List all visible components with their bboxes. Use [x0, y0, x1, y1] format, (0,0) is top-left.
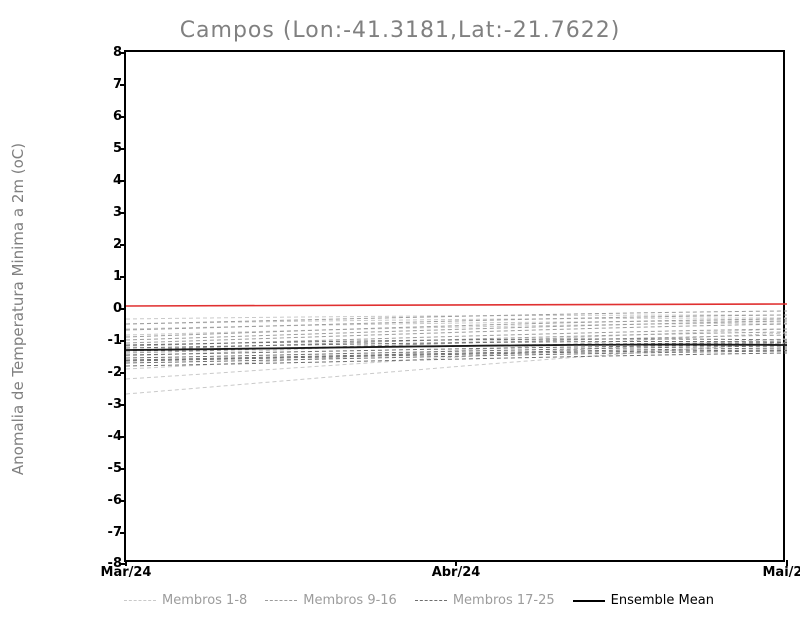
y-tick-label-7: 7	[100, 77, 122, 92]
y-tick-label-neg2: -2	[100, 365, 122, 380]
y-tick-label-neg3: -3	[100, 397, 122, 412]
x-tick-label-abr: Abr/24	[432, 565, 481, 580]
legend-item-membros-17-25: Membros 17-25	[415, 593, 555, 608]
legend-swatch-ensemble-mean	[573, 600, 605, 602]
legend-item-membros-1-8: Membros 1-8	[124, 593, 247, 608]
legend-label-ensemble-mean: Ensemble Mean	[611, 593, 714, 608]
legend-label-membros-1-8: Membros 1-8	[162, 593, 247, 608]
ensemble-lines-chart	[126, 52, 787, 564]
legend-item-membros-9-16: Membros 9-16	[265, 593, 397, 608]
chart-title: Campos (Lon:-41.3181,Lat:-21.7622)	[0, 18, 800, 43]
legend-swatch-membros-9-16	[265, 600, 297, 601]
x-tick-label-mar: Mar/24	[101, 565, 152, 580]
y-tick-label-1: 1	[100, 269, 122, 284]
y-tick-label-0: 0	[100, 301, 122, 316]
y-tick-label-3: 3	[100, 205, 122, 220]
plot-area: 8 7 6 5 4 3 2 1 0 -1 -2 -3 -4	[124, 50, 785, 562]
y-tick-label-2: 2	[100, 237, 122, 252]
y-tick-label-neg4: -4	[100, 429, 122, 444]
y-tick-label-neg1: -1	[100, 333, 122, 348]
legend-label-membros-17-25: Membros 17-25	[453, 593, 555, 608]
y-tick-label-5: 5	[100, 141, 122, 156]
legend-swatch-membros-1-8	[124, 600, 156, 601]
x-tick-label-mai: Mai/24	[762, 565, 800, 580]
legend-label-membros-9-16: Membros 9-16	[303, 593, 397, 608]
y-tick-label-neg6: -6	[100, 493, 122, 508]
y-tick-label-8: 8	[100, 45, 122, 60]
y-tick-label-6: 6	[100, 109, 122, 124]
y-tick-label-neg5: -5	[100, 461, 122, 476]
legend-swatch-membros-17-25	[415, 600, 447, 601]
chart-legend: Membros 1-8 Membros 9-16 Membros 17-25 E…	[124, 588, 785, 613]
y-tick-label-4: 4	[100, 173, 122, 188]
zero-reference-line	[126, 304, 787, 306]
y-tick-label-neg7: -7	[100, 525, 122, 540]
y-axis-label: Anomalia de Temperatura Minima a 2m (oC)	[9, 49, 27, 569]
chart-container: Campos (Lon:-41.3181,Lat:-21.7622) Anoma…	[0, 0, 800, 618]
legend-item-ensemble-mean: Ensemble Mean	[573, 593, 714, 608]
